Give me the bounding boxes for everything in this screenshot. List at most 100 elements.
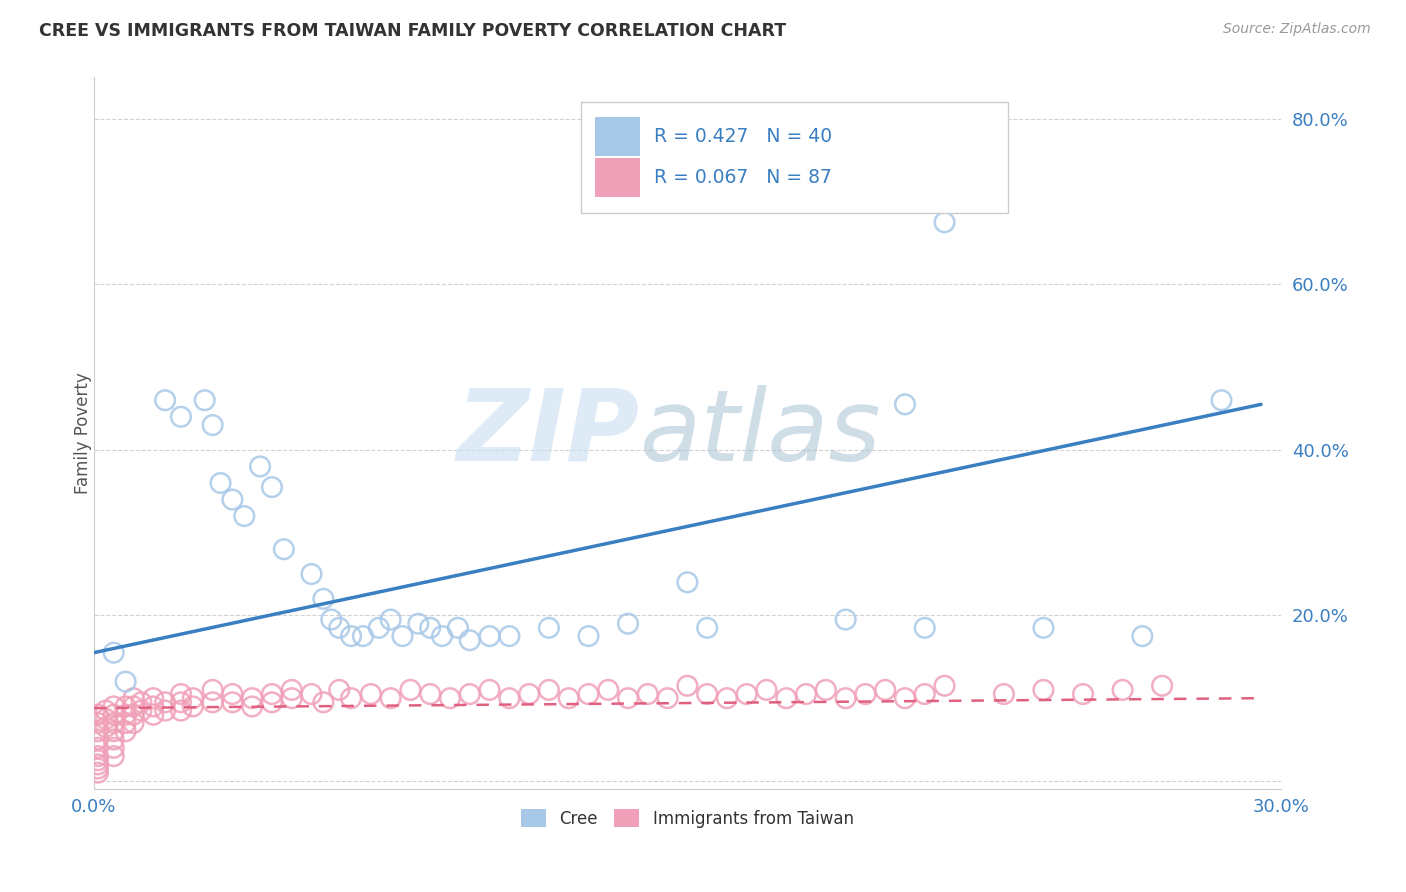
Point: [114, 716, 136, 731]
Text: ZIP: ZIP: [457, 384, 640, 482]
Point: [430, 629, 453, 643]
Point: [1032, 621, 1054, 635]
Point: [380, 691, 402, 706]
Point: [399, 682, 422, 697]
Point: [114, 707, 136, 722]
Point: [131, 704, 153, 718]
Point: [103, 732, 125, 747]
Point: [914, 621, 936, 635]
Point: [894, 397, 917, 411]
Point: [1071, 687, 1094, 701]
Point: [1211, 393, 1233, 408]
Point: [598, 682, 620, 697]
Point: [201, 695, 224, 709]
Point: [153, 695, 176, 709]
Point: [221, 695, 243, 709]
Point: [87, 749, 110, 764]
Point: [87, 707, 110, 722]
Point: [122, 691, 145, 706]
Point: [657, 691, 679, 706]
Point: [517, 687, 540, 701]
Bar: [595, 117, 640, 156]
Point: [153, 393, 176, 408]
Point: [408, 616, 430, 631]
Point: [617, 616, 640, 631]
Point: [103, 646, 125, 660]
Point: [814, 682, 837, 697]
Point: [87, 732, 110, 747]
Point: [301, 567, 323, 582]
Point: [447, 621, 470, 635]
Text: atlas: atlas: [640, 384, 882, 482]
Point: [328, 682, 350, 697]
Point: [170, 409, 193, 424]
Point: [142, 699, 165, 714]
Point: [170, 687, 193, 701]
Point: [439, 691, 461, 706]
Point: [103, 749, 125, 764]
Point: [114, 699, 136, 714]
Point: [312, 591, 335, 606]
Point: [391, 629, 413, 643]
Point: [380, 613, 402, 627]
Point: [87, 724, 110, 739]
FancyBboxPatch shape: [581, 103, 1008, 212]
Point: [834, 691, 856, 706]
Point: [249, 459, 271, 474]
Point: [201, 682, 224, 697]
Point: [153, 704, 176, 718]
Point: [281, 682, 304, 697]
Point: [170, 704, 193, 718]
Point: [87, 765, 110, 780]
Point: [114, 674, 136, 689]
Point: [478, 629, 501, 643]
Point: [103, 699, 125, 714]
Legend: Cree, Immigrants from Taiwan: Cree, Immigrants from Taiwan: [515, 803, 860, 834]
Point: [537, 682, 560, 697]
Point: [578, 687, 600, 701]
Point: [233, 509, 256, 524]
Point: [103, 716, 125, 731]
Point: [260, 480, 283, 494]
Point: [209, 475, 232, 490]
Point: [498, 691, 520, 706]
Point: [735, 687, 758, 701]
Point: [240, 699, 263, 714]
Text: CREE VS IMMIGRANTS FROM TAIWAN FAMILY POVERTY CORRELATION CHART: CREE VS IMMIGRANTS FROM TAIWAN FAMILY PO…: [39, 22, 786, 40]
Point: [240, 691, 263, 706]
Point: [367, 621, 389, 635]
Point: [934, 215, 956, 229]
Point: [617, 691, 640, 706]
Point: [281, 691, 304, 706]
Text: R = 0.427   N = 40: R = 0.427 N = 40: [654, 127, 832, 146]
Point: [498, 629, 520, 643]
Point: [122, 716, 145, 731]
Point: [103, 740, 125, 755]
Point: [170, 695, 193, 709]
Point: [260, 687, 283, 701]
Point: [94, 712, 117, 726]
Point: [181, 699, 204, 714]
Point: [1111, 682, 1133, 697]
Point: [478, 682, 501, 697]
Point: [103, 707, 125, 722]
Point: [676, 575, 699, 590]
Point: [696, 621, 718, 635]
Point: [557, 691, 579, 706]
Point: [934, 679, 956, 693]
Point: [696, 687, 718, 701]
Point: [352, 629, 374, 643]
Text: R = 0.067   N = 87: R = 0.067 N = 87: [654, 168, 832, 186]
Point: [87, 740, 110, 755]
Point: [87, 762, 110, 776]
Point: [87, 753, 110, 767]
Bar: [595, 158, 640, 196]
Point: [340, 691, 363, 706]
Point: [537, 621, 560, 635]
Point: [321, 613, 343, 627]
Point: [578, 629, 600, 643]
Point: [122, 707, 145, 722]
Point: [221, 492, 243, 507]
Point: [122, 699, 145, 714]
Point: [181, 691, 204, 706]
